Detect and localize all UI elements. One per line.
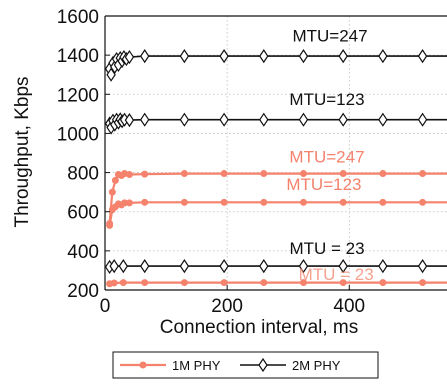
x-tick-label: 400 bbox=[333, 296, 365, 317]
annotation-label: MTU=247 bbox=[289, 147, 364, 166]
annotation-label: MTU = 23 bbox=[289, 239, 364, 258]
data-point bbox=[417, 112, 428, 127]
data-point bbox=[298, 112, 309, 127]
data-point bbox=[141, 198, 149, 206]
data-point bbox=[259, 112, 269, 127]
data-point bbox=[108, 188, 116, 196]
x-axis-label: Connection interval, ms bbox=[160, 317, 359, 338]
data-point bbox=[180, 170, 188, 178]
series-2m-mtu-23 bbox=[104, 259, 447, 274]
series-line bbox=[109, 265, 447, 268]
series-1m-mtu-123 bbox=[106, 198, 447, 229]
data-point bbox=[179, 259, 190, 274]
legend-entry: 2M PHY bbox=[240, 357, 341, 373]
annotation-label: MTU=123 bbox=[289, 90, 364, 109]
x-tick-label: 200 bbox=[211, 296, 243, 317]
data-point bbox=[339, 170, 347, 178]
data-point bbox=[379, 279, 387, 287]
data-point bbox=[139, 259, 150, 274]
data-point bbox=[179, 49, 190, 64]
data-point bbox=[125, 171, 133, 179]
data-point bbox=[299, 170, 307, 178]
y-tick-label: 200 bbox=[67, 281, 99, 302]
legend-label: 2M PHY bbox=[292, 358, 341, 373]
data-point bbox=[180, 279, 188, 287]
series-line bbox=[109, 281, 447, 285]
data-point bbox=[141, 170, 149, 178]
series-2m-mtu-123 bbox=[104, 112, 447, 135]
plot-area bbox=[105, 16, 447, 290]
data-point bbox=[378, 259, 388, 274]
data-point bbox=[124, 113, 135, 128]
data-point bbox=[109, 259, 119, 274]
data-point bbox=[338, 49, 348, 64]
y-tick-label: 400 bbox=[67, 242, 99, 263]
data-point bbox=[299, 198, 307, 206]
annotation-label: MTU=123 bbox=[286, 175, 361, 194]
data-point bbox=[119, 279, 127, 287]
data-point bbox=[179, 112, 190, 127]
annotation-layer: MTU=247 MTU=123 MTU=247 MTU=123 MTU = 23 MTU … bbox=[286, 26, 373, 283]
data-point bbox=[298, 259, 309, 274]
data-point bbox=[106, 67, 116, 82]
data-point bbox=[338, 112, 348, 127]
data-point bbox=[259, 49, 269, 64]
data-point bbox=[110, 279, 118, 287]
data-point bbox=[125, 199, 133, 207]
data-point bbox=[220, 170, 228, 178]
y-tick-label: 1000 bbox=[57, 124, 99, 145]
y-tick-label: 1400 bbox=[57, 46, 99, 67]
data-point bbox=[379, 170, 387, 178]
data-point bbox=[417, 259, 428, 274]
legend: 1M PHY 2M PHY bbox=[112, 351, 379, 379]
data-point bbox=[379, 198, 387, 206]
data-point bbox=[378, 112, 388, 127]
data-point bbox=[419, 198, 427, 206]
data-point bbox=[338, 259, 348, 274]
data-point bbox=[339, 198, 347, 206]
data-point bbox=[260, 170, 268, 178]
data-point bbox=[139, 112, 150, 127]
data-point bbox=[417, 49, 428, 64]
data-point bbox=[219, 49, 229, 64]
y-tick-label: 1200 bbox=[57, 85, 99, 106]
data-point bbox=[299, 279, 307, 287]
legend-marker bbox=[258, 357, 268, 373]
data-point bbox=[111, 176, 119, 184]
data-point bbox=[219, 259, 229, 274]
series-layer bbox=[104, 49, 447, 288]
data-point bbox=[220, 279, 228, 287]
y-axis-label: Throughput, Kbps bbox=[12, 76, 33, 227]
data-point bbox=[419, 170, 427, 178]
y-tick-label: 800 bbox=[67, 164, 99, 185]
series-2m-mtu-247 bbox=[104, 49, 447, 82]
data-point bbox=[180, 198, 188, 206]
legend-label: 1M PHY bbox=[172, 358, 221, 373]
data-point bbox=[339, 279, 347, 287]
y-tick-label: 600 bbox=[67, 203, 99, 224]
data-point bbox=[118, 259, 129, 274]
data-point bbox=[378, 49, 388, 64]
data-point bbox=[298, 49, 309, 64]
legend-marker bbox=[139, 361, 147, 369]
y-tick-label: 1600 bbox=[57, 7, 99, 28]
data-point bbox=[260, 198, 268, 206]
data-point bbox=[141, 279, 149, 287]
annotation-label: MTU=247 bbox=[292, 26, 367, 45]
data-point bbox=[220, 198, 228, 206]
data-point bbox=[219, 112, 229, 127]
data-point bbox=[419, 279, 427, 287]
data-point bbox=[106, 221, 114, 229]
legend-entry: 1M PHY bbox=[120, 358, 221, 373]
data-point bbox=[259, 259, 269, 274]
data-point bbox=[260, 279, 268, 287]
x-tick-label: 0 bbox=[100, 296, 111, 317]
series-1m-mtu-23 bbox=[106, 279, 447, 288]
data-point bbox=[124, 50, 135, 65]
annotation-label: MTU = 23 bbox=[299, 265, 374, 284]
data-point bbox=[139, 49, 150, 64]
